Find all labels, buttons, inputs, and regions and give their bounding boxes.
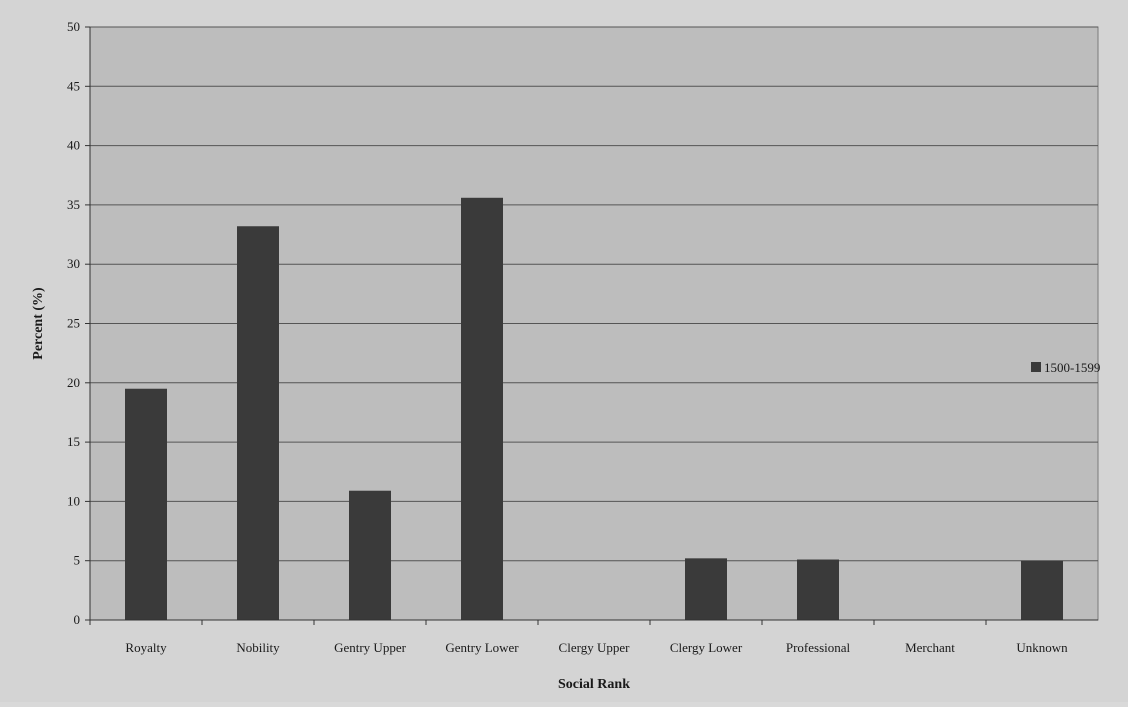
x-axis-ticks: Royalty Nobility Gentry Upper Gentry Lower C… (89, 620, 1068, 655)
legend-label: 1500-1599 (1044, 360, 1100, 375)
bar (349, 490, 391, 620)
x-tick-label: Nobility (236, 640, 280, 655)
x-tick-label: Unknown (1016, 640, 1068, 655)
y-tick-label: 20 (67, 375, 80, 390)
x-axis-title: Social Rank (558, 677, 630, 692)
y-tick-label: 50 (67, 19, 80, 34)
legend-swatch (1031, 362, 1041, 372)
y-tick-label: 45 (67, 78, 80, 93)
x-tick-label: Gentry Lower (445, 640, 519, 655)
y-tick-label: 5 (74, 553, 81, 568)
y-tick-label: 0 (74, 612, 81, 627)
bar (685, 558, 727, 620)
y-tick-label: 35 (67, 197, 80, 212)
bar (1021, 560, 1063, 620)
y-tick-label: 25 (67, 316, 80, 331)
y-tick-label: 15 (67, 434, 80, 449)
bar (237, 226, 279, 621)
y-tick-label: 10 (67, 493, 80, 508)
bar (797, 559, 839, 620)
y-axis-title: Percent (%) (31, 287, 46, 360)
y-tick-label: 30 (67, 256, 80, 271)
legend: 1500-1599 (1031, 360, 1100, 375)
x-tick-label: Professional (786, 640, 851, 655)
bars (125, 197, 1063, 621)
bar (461, 197, 503, 620)
x-tick-label: Clergy Lower (670, 640, 743, 655)
x-tick-label: Gentry Upper (334, 640, 407, 655)
x-tick-label: Clergy Upper (559, 640, 631, 655)
x-tick-label: Royalty (125, 640, 167, 655)
bar (125, 388, 167, 620)
y-axis-ticks: 0 5 10 15 20 25 30 35 40 45 50 (67, 19, 90, 627)
x-tick-label: Merchant (905, 640, 955, 655)
y-tick-label: 40 (67, 138, 80, 153)
